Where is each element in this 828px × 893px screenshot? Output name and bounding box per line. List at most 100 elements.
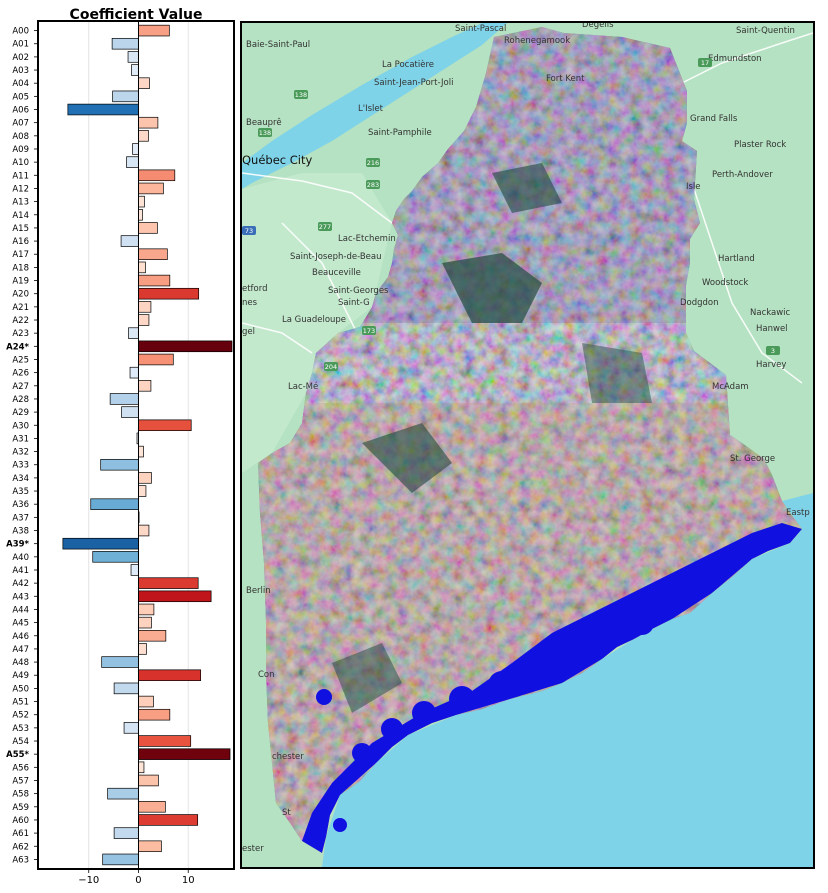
- y-tick-label: A54: [12, 737, 29, 747]
- place-label: St: [282, 808, 291, 818]
- y-tick-label: A08: [12, 132, 29, 142]
- bar-chart-svg: Coefficient Value A00A01A02A03A04A05A06A…: [6, 7, 235, 886]
- bar: [138, 669, 202, 681]
- bar: [121, 406, 139, 418]
- y-tick-label: A28: [12, 395, 29, 405]
- bar: [138, 616, 152, 629]
- y-tick-label: A03: [12, 66, 29, 76]
- y-tick-label: A49: [12, 671, 29, 681]
- bar: [138, 708, 171, 721]
- bar: [138, 748, 231, 760]
- road-shield: 3: [766, 346, 780, 355]
- bar: [138, 77, 150, 89]
- y-tick-label: A14: [12, 211, 29, 221]
- bar: [132, 143, 139, 155]
- y-tick-label: A33: [12, 461, 29, 471]
- place-label: etford: [242, 284, 268, 294]
- bar: [138, 630, 167, 642]
- bar: [138, 695, 154, 708]
- bar: [138, 169, 176, 182]
- bar: [90, 498, 139, 510]
- road-shield: 138: [258, 128, 272, 137]
- bar: [102, 853, 139, 866]
- bar: [138, 445, 144, 458]
- bar: [138, 643, 147, 655]
- map-svg: Saint-Pascal Baie-Saint-Paul Rohenegamook D…: [242, 23, 813, 867]
- road-shield-label: 138: [259, 129, 271, 137]
- y-tick-label: A59: [12, 803, 29, 813]
- bar: [138, 301, 152, 313]
- y-tick-label: A63: [12, 855, 29, 865]
- y-tick-label: A21: [12, 303, 29, 313]
- y-tick-label: A02: [12, 53, 29, 63]
- chart-title: Coefficient Value: [70, 7, 203, 23]
- bar: [138, 735, 192, 747]
- y-tick-label: A05: [12, 92, 29, 102]
- road-shield: 277: [318, 222, 332, 231]
- y-tick-label: A11: [12, 171, 29, 181]
- bar: [138, 472, 152, 484]
- y-tick-label: A35: [12, 487, 29, 497]
- place-label: Lac-Mé: [288, 381, 318, 392]
- road-shield-label: 173: [363, 327, 375, 335]
- y-tick-label: A62: [12, 842, 29, 852]
- y-tick-label: A44: [12, 605, 29, 615]
- place-labels: Saint-Pascal Baie-Saint-Paul Rohenegamook D…: [242, 23, 810, 854]
- road-shield: 216: [366, 158, 380, 167]
- y-tick-label: A34: [12, 474, 29, 484]
- bar: [113, 827, 139, 839]
- y-tick-label: A04: [12, 79, 29, 89]
- place-label: Plaster Rock: [734, 140, 786, 150]
- y-tick-label: A40: [12, 553, 29, 563]
- place-label: Saint-Jean-Port-Joli: [374, 78, 453, 88]
- map-light-region: [242, 173, 392, 473]
- place-label: Con: [258, 670, 275, 680]
- y-tick-label: A17: [12, 250, 29, 260]
- y-tick-label: A55*: [6, 750, 29, 760]
- y-tick-label: A18: [12, 263, 29, 273]
- y-tick-label: A22: [12, 316, 29, 326]
- place-label: Hartland: [718, 254, 755, 264]
- place-label: Perth-Andover: [712, 170, 773, 180]
- place-label: McAdam: [712, 382, 749, 392]
- bar: [138, 287, 200, 300]
- road-shield: 283: [366, 180, 380, 189]
- bar: [138, 485, 147, 497]
- bar: [138, 774, 159, 787]
- road-shield: 17: [698, 58, 712, 67]
- bar: [129, 366, 139, 379]
- y-tick-label: A12: [12, 184, 29, 194]
- place-label: Saint-Pascal: [455, 24, 506, 34]
- bar: [111, 37, 139, 50]
- st-lawrence-river: [242, 23, 507, 189]
- bar: [138, 314, 150, 326]
- place-label: Saint-Georges: [328, 286, 389, 296]
- y-tick-label: A16: [12, 237, 29, 247]
- place-label: Harvey: [756, 360, 786, 370]
- bar: [101, 656, 139, 668]
- bar: [120, 235, 139, 247]
- bar: [138, 209, 143, 221]
- place-label: Saint-Pamphile: [368, 128, 432, 138]
- bar: [126, 156, 139, 168]
- road-shield-label: 204: [325, 363, 337, 371]
- coefficient-chart: Coefficient Value A00 A01 A02 A03 A04 A05 A06 A…: [0, 0, 240, 889]
- bar: [138, 801, 166, 813]
- bar: [138, 195, 145, 208]
- bar: [109, 393, 139, 405]
- coastal-blob-markers: [316, 591, 684, 832]
- bar: [138, 524, 150, 537]
- bars: [62, 22, 233, 868]
- road-shield: 73: [242, 226, 256, 235]
- place-label: La Pocatière: [382, 59, 434, 70]
- y-tick-label: A23: [12, 329, 29, 339]
- bar: [138, 182, 164, 195]
- place-label: Grand Falls: [690, 114, 738, 124]
- y-tick-label: A57: [12, 776, 29, 786]
- road-shield-label: 17: [701, 59, 709, 67]
- y-tick-label: A32: [12, 448, 29, 458]
- place-label: chester: [272, 752, 304, 762]
- y-tick-label: A27: [12, 382, 29, 392]
- place-label: Beauceville: [312, 268, 361, 278]
- y-tick-label: A51: [12, 698, 29, 708]
